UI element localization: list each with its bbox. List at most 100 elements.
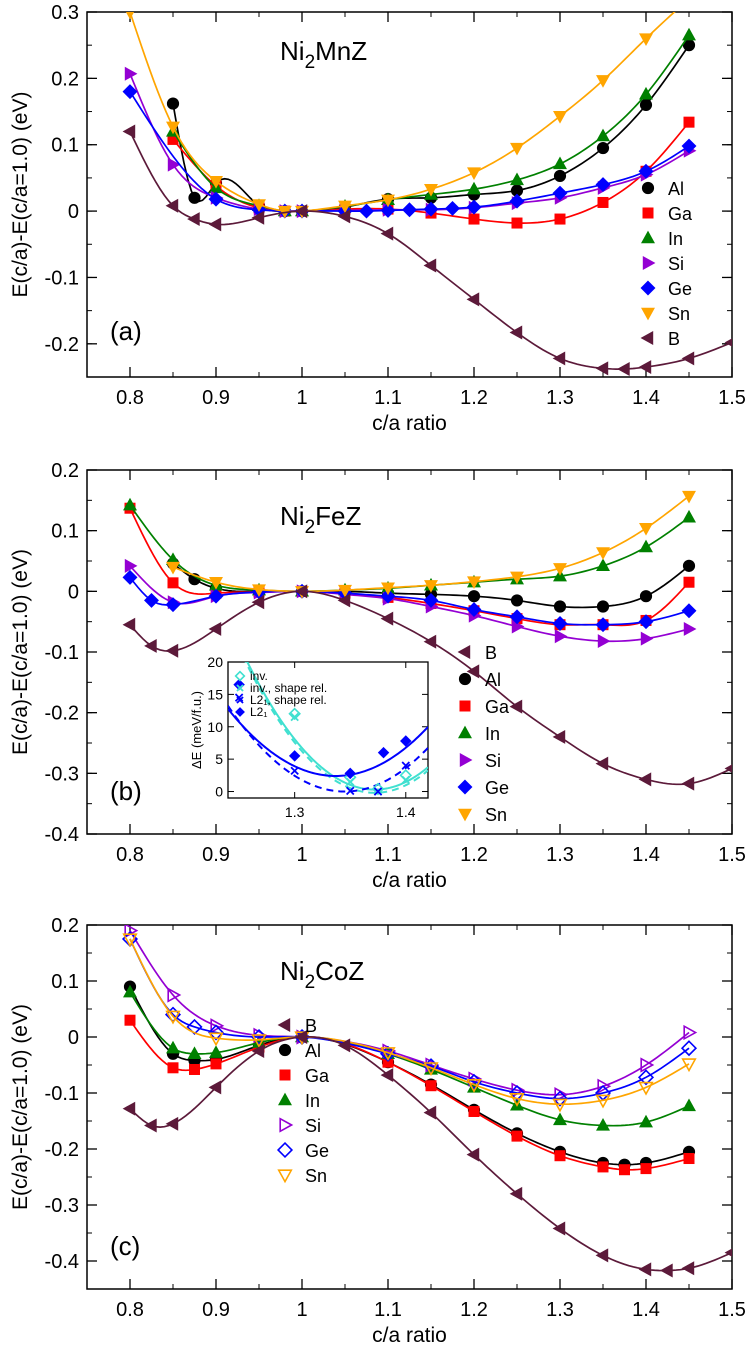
data-point-Si [124, 558, 138, 573]
inset-y-tick-label: 0 [215, 784, 223, 800]
inset-point-inv., shape rel. [290, 712, 299, 722]
y-axis-label: E(c/a)-E(c/a=1.0) (eV) [9, 549, 32, 755]
data-point-Ge [380, 202, 396, 218]
data-point-Sn [338, 200, 352, 214]
panel-b: 0.8 0.9 1 1.1 1.2 1.3 1.4 1.5 -0.4 -0.3 -0.2 -0.1 0 0… [9, 460, 746, 892]
data-point-Ga [167, 577, 179, 589]
data-point-Ge [680, 1040, 698, 1057]
data-point-Si [640, 631, 654, 646]
data-point-B [251, 1044, 265, 1058]
data-point-B [595, 756, 609, 771]
legend-marker-B [277, 1018, 291, 1032]
data-point-B [122, 124, 136, 139]
title-rest: FeZ [315, 501, 361, 531]
data-point-B [552, 351, 566, 366]
data-point-B [380, 226, 394, 241]
x-tick-label: 1.2 [460, 1299, 488, 1321]
data-point-Ga [683, 576, 695, 588]
x-tick-label: 1.5 [718, 844, 746, 866]
title-main: Ni [280, 956, 305, 986]
data-point-In [596, 1118, 610, 1131]
plot-frame [86, 924, 733, 1290]
data-point-Sn [510, 142, 524, 156]
x-tick-label: 0.9 [202, 387, 230, 409]
data-point-Al [188, 191, 201, 204]
data-point-Ga [511, 217, 523, 229]
y-tick-label: 0 [68, 201, 79, 223]
data-point-Sn [424, 580, 438, 593]
data-point-Sn [381, 582, 395, 596]
legend-marker-Ga [459, 700, 471, 712]
data-point-Ge [208, 588, 224, 604]
data-point-Al [639, 98, 653, 112]
x-tick-label: 1 [296, 387, 307, 409]
data-point-Si [210, 1018, 225, 1034]
data-point-Ga [640, 1163, 652, 1175]
y-tick-label: 0.1 [51, 135, 79, 157]
data-point-B [681, 351, 695, 366]
x-tick-label: 1.5 [718, 387, 746, 409]
data-point-Sn [595, 1094, 611, 1109]
x-tick-label: 0.8 [116, 1299, 144, 1321]
data-point-B [509, 1186, 523, 1201]
data-point-Ge [595, 617, 611, 633]
data-point-Ge [423, 592, 439, 608]
inset-legend-marker [236, 696, 244, 704]
panel-label: (c) [110, 1231, 140, 1261]
data-point-Ge [165, 597, 181, 613]
data-point-Al [467, 590, 481, 603]
title-main: Ni [280, 36, 305, 66]
data-point-Ge [359, 203, 374, 219]
data-point-In [123, 497, 137, 511]
x-tick-label: 1.2 [460, 844, 488, 866]
y-tick-label: 0.3 [51, 2, 79, 24]
inset-legend-label: inv., shape rel. [250, 681, 327, 695]
data-point-Sn [251, 1034, 267, 1049]
x-tick-label: 1.2 [460, 387, 488, 409]
data-point-Sn [381, 194, 395, 208]
data-point-Ge [508, 1084, 526, 1102]
legend-label-In: In [305, 1091, 320, 1111]
data-point-Sn [509, 1093, 525, 1107]
data-point-Ga [554, 213, 566, 225]
inset-y-tick-label: 15 [207, 686, 223, 702]
data-point-Sn [510, 571, 524, 585]
y-tick-label: -0.4 [45, 1251, 79, 1273]
data-point-Sn [423, 1062, 439, 1077]
data-point-B [638, 360, 652, 375]
data-point-Sn [122, 933, 138, 948]
legend-marker-Ge [276, 1141, 294, 1159]
data-point-Ga [511, 1130, 523, 1142]
data-point-B [144, 1118, 157, 1133]
data-point-B [724, 764, 732, 773]
data-point-B [660, 1263, 673, 1278]
panel-label: (a) [110, 316, 142, 346]
data-point-Sn [209, 176, 223, 189]
data-point-B [144, 638, 157, 653]
data-point-B [638, 772, 652, 787]
series-group [121, 925, 732, 1278]
data-point-In [596, 558, 610, 572]
title-subscript: 2 [305, 517, 316, 538]
legend-label-B: B [305, 1016, 317, 1036]
data-point-Ge [445, 200, 460, 216]
data-point-Ge [122, 84, 138, 100]
legend-label-Ga: Ga [668, 204, 693, 224]
data-point-B [466, 664, 480, 679]
data-point-B [466, 292, 480, 307]
data-point-Sn [639, 523, 653, 536]
data-point-B [337, 593, 351, 608]
data-point-Ge [509, 193, 525, 209]
y-tick-label: 0.2 [51, 460, 79, 482]
data-point-Sn [596, 75, 610, 88]
data-point-Sn [553, 110, 567, 124]
legend-label-B: B [485, 643, 497, 663]
data-point-B [724, 1248, 732, 1257]
x-tick-label: 1.4 [632, 387, 660, 409]
x-tick-label: 1 [296, 1299, 307, 1321]
legend-label-Si: Si [668, 254, 684, 274]
data-point-B [337, 1038, 351, 1053]
inset-point-L2₁, shape rel. [290, 766, 299, 776]
inset-point-L2₁, shape rel. [345, 786, 355, 796]
data-point-Si [124, 66, 138, 81]
